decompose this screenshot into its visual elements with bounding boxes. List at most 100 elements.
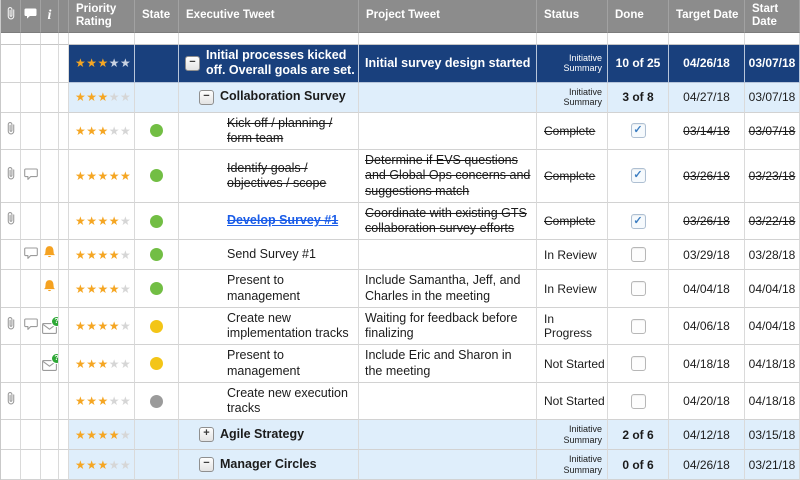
done-cell[interactable]: ✓ [608, 202, 669, 241]
done-cell[interactable]: ✓ [608, 150, 669, 203]
executive-tweet-cell[interactable]: Kick off / planning / form team [179, 112, 359, 150]
state-cell[interactable] [135, 112, 179, 150]
comment-cell[interactable] [21, 270, 41, 308]
comment-cell[interactable] [21, 382, 41, 421]
attachment-cell[interactable] [1, 345, 21, 383]
notification-cell[interactable] [41, 450, 59, 480]
notification-cell[interactable] [41, 202, 59, 241]
executive-tweet-cell[interactable]: Create new execution tracks [179, 382, 359, 421]
comment-cell[interactable] [21, 450, 41, 480]
attachment-cell[interactable] [1, 382, 21, 421]
executive-tweet-cell[interactable]: Create new implementation tracks [179, 307, 359, 346]
collapse-toggle-icon[interactable]: − [199, 89, 214, 105]
column-header-attachment[interactable] [1, 0, 21, 33]
target-date-cell[interactable]: 04/20/18 [669, 382, 745, 421]
project-tweet-cell[interactable]: Coordinate with existing GTS collaborati… [359, 202, 537, 241]
done-cell[interactable] [608, 240, 669, 271]
priority-rating-cell[interactable]: ★★★★★ [69, 82, 135, 113]
status-cell[interactable]: In Progress [537, 307, 608, 346]
attachment-cell[interactable] [1, 270, 21, 308]
target-date-cell[interactable]: 03/29/18 [669, 240, 745, 271]
start-date-cell[interactable]: 03/23/18 [745, 150, 800, 203]
target-date-cell[interactable]: 04/04/18 [669, 270, 745, 308]
comment-cell[interactable] [21, 150, 41, 203]
attachment-cell[interactable] [1, 420, 21, 451]
start-date-cell[interactable]: 03/21/18 [745, 450, 800, 480]
executive-tweet-cell[interactable]: Send Survey #1 [179, 240, 359, 271]
column-header-done[interactable]: Done [608, 0, 669, 33]
executive-tweet-cell[interactable]: − Collaboration Survey [179, 82, 359, 113]
target-date-cell[interactable]: 04/26/18 [669, 450, 745, 480]
done-cell[interactable] [608, 345, 669, 383]
comment-cell[interactable] [21, 420, 41, 451]
attachment-cell[interactable] [1, 82, 21, 113]
state-cell[interactable] [135, 345, 179, 383]
priority-rating-cell[interactable]: ★★★★★ [69, 450, 135, 480]
priority-rating-cell[interactable]: ★★★★★ [69, 307, 135, 346]
done-checkbox[interactable] [630, 281, 646, 296]
status-cell[interactable]: Initiative Summary [537, 420, 608, 451]
project-tweet-cell[interactable] [359, 82, 537, 113]
notification-cell[interactable] [41, 150, 59, 203]
done-cell[interactable]: 3 of 8 [608, 82, 669, 113]
column-header-info[interactable]: i [41, 0, 59, 33]
done-checkbox[interactable] [630, 318, 646, 334]
attachment-cell[interactable] [1, 112, 21, 150]
column-header-project-tweet[interactable]: Project Tweet [359, 0, 537, 33]
done-cell[interactable] [608, 307, 669, 346]
notification-cell[interactable] [41, 112, 59, 150]
attachment-cell[interactable] [1, 450, 21, 480]
notification-cell[interactable]: ? [41, 345, 59, 383]
state-cell[interactable] [135, 450, 179, 480]
done-cell[interactable] [608, 382, 669, 421]
notification-cell[interactable] [41, 420, 59, 451]
start-date-cell[interactable]: 04/18/18 [745, 345, 800, 383]
comment-cell[interactable] [21, 307, 41, 346]
comment-cell[interactable] [21, 345, 41, 383]
start-date-cell[interactable]: 04/18/18 [745, 382, 800, 421]
done-cell[interactable]: ✓ [608, 112, 669, 150]
project-tweet-cell[interactable]: Determine if EVS questions and Global Op… [359, 150, 537, 203]
comment-cell[interactable] [21, 112, 41, 150]
executive-tweet-cell[interactable]: Present to management [179, 345, 359, 383]
task-link[interactable]: Develop Survey #1 [227, 213, 339, 228]
done-cell[interactable]: 10 of 25 [608, 45, 669, 83]
executive-tweet-cell[interactable]: Develop Survey #1 [179, 202, 359, 241]
start-date-cell[interactable]: 03/07/18 [745, 45, 800, 83]
target-date-cell[interactable]: 03/26/18 [669, 150, 745, 203]
expand-toggle-icon[interactable]: + [199, 427, 214, 443]
done-checkbox[interactable] [630, 393, 646, 409]
status-cell[interactable]: Complete [537, 112, 608, 150]
executive-tweet-cell[interactable]: + Agile Strategy [179, 420, 359, 451]
notification-cell[interactable]: ? [41, 307, 59, 346]
target-date-cell[interactable]: 03/14/18 [669, 112, 745, 150]
project-tweet-cell[interactable]: Include Eric and Sharon in the meeting [359, 345, 537, 383]
status-cell[interactable]: In Review [537, 270, 608, 308]
column-header-status[interactable]: Status [537, 0, 608, 33]
priority-rating-cell[interactable]: ★★★★★ [69, 382, 135, 421]
notification-cell[interactable] [41, 270, 59, 308]
state-cell[interactable] [135, 240, 179, 271]
priority-rating-cell[interactable]: ★★★★★ [69, 112, 135, 150]
state-cell[interactable] [135, 45, 179, 83]
comment-cell[interactable] [21, 82, 41, 113]
priority-rating-cell[interactable]: ★★★★★ [69, 270, 135, 308]
project-tweet-cell[interactable] [359, 420, 537, 451]
column-header-priority-rating[interactable]: Priority Rating [69, 0, 135, 33]
status-cell[interactable]: Not Started [537, 345, 608, 383]
comment-cell[interactable] [21, 240, 41, 271]
state-cell[interactable] [135, 307, 179, 346]
status-cell[interactable]: Initiative Summary [537, 82, 608, 113]
done-cell[interactable]: 2 of 6 [608, 420, 669, 451]
state-cell[interactable] [135, 270, 179, 308]
comment-cell[interactable] [21, 45, 41, 83]
priority-rating-cell[interactable]: ★★★★★ [69, 150, 135, 203]
target-date-cell[interactable]: 04/27/18 [669, 82, 745, 113]
status-cell[interactable]: Initiative Summary [537, 45, 608, 83]
notification-cell[interactable] [41, 240, 59, 271]
status-cell[interactable]: Not Started [537, 382, 608, 421]
project-tweet-cell[interactable]: Initial survey design started [359, 45, 537, 83]
status-cell[interactable]: Initiative Summary [537, 450, 608, 480]
collapse-toggle-icon[interactable]: − [185, 55, 200, 71]
attachment-cell[interactable] [1, 150, 21, 203]
